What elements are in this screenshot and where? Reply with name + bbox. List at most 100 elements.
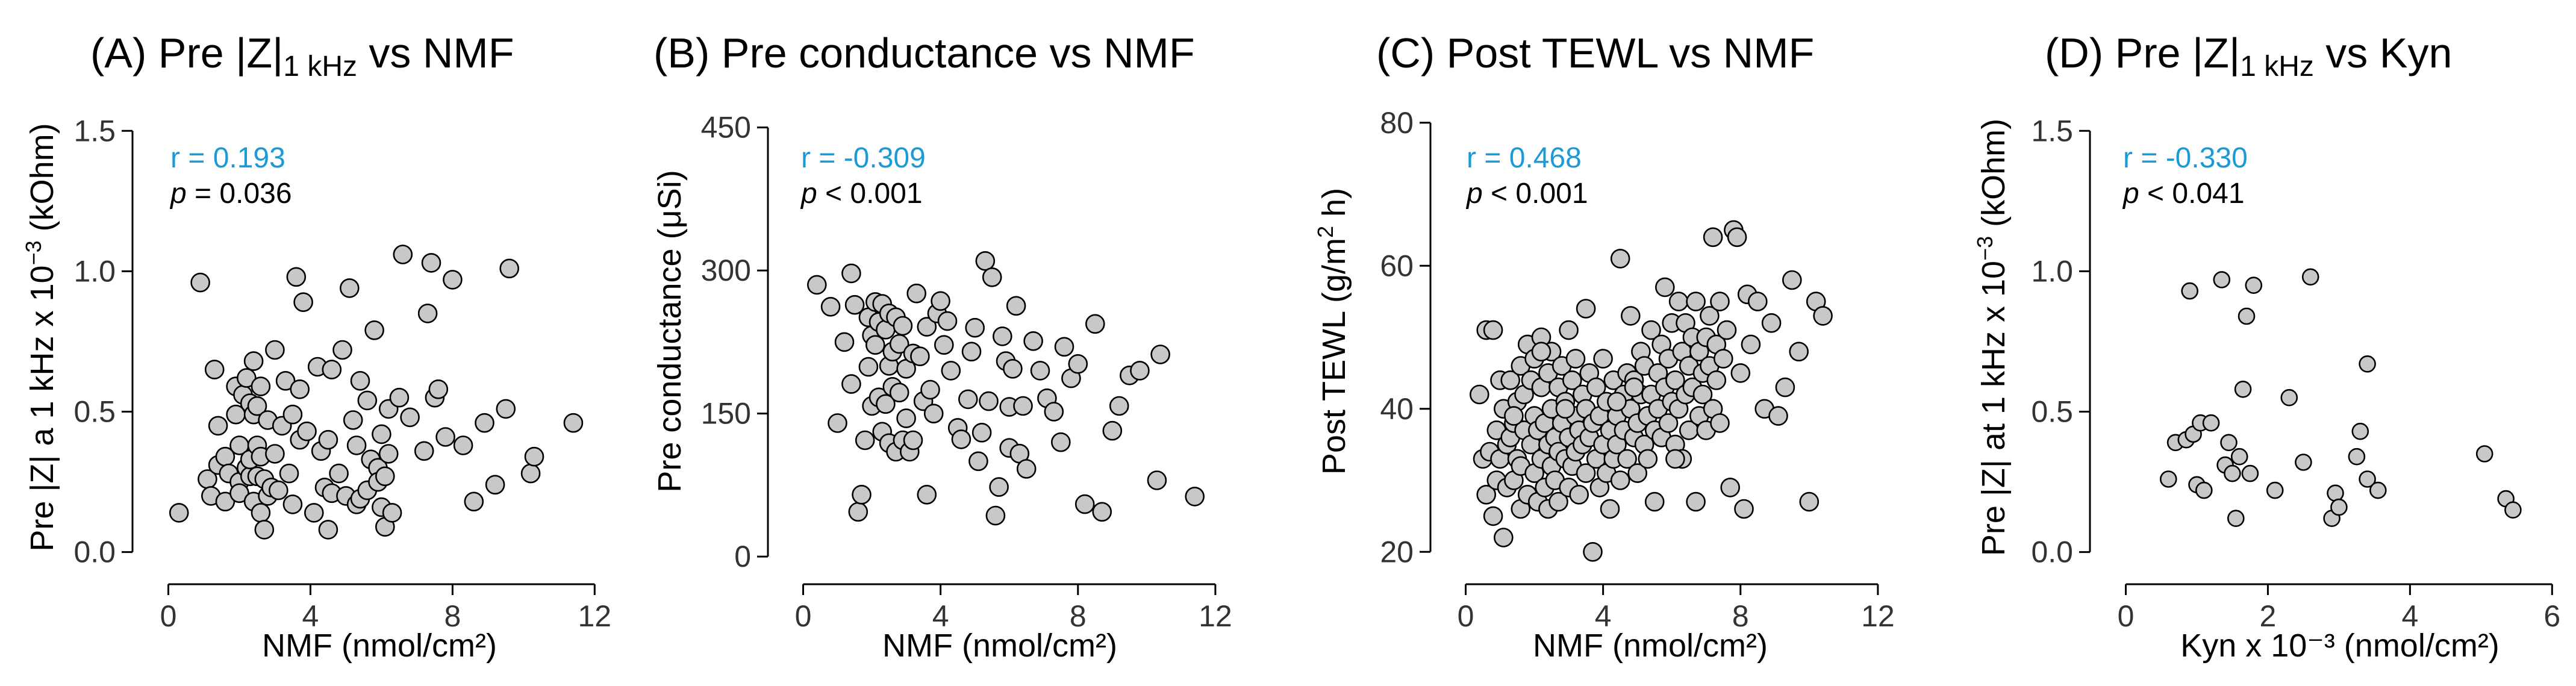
panel-d-y-tick-label: 1.0	[2031, 254, 2073, 288]
data-point	[858, 357, 879, 377]
data-point	[400, 407, 420, 428]
data-point	[1500, 370, 1520, 390]
panel-c-x-tick-label: 0	[1458, 599, 1474, 633]
data-point	[254, 520, 275, 540]
data-point	[917, 484, 937, 505]
panel-b-y-tick-label: 0	[734, 540, 751, 573]
data-point	[2330, 498, 2348, 516]
data-point	[1775, 377, 1795, 398]
data-point	[1621, 306, 1641, 326]
panel-a-x-tick-label: 8	[444, 599, 461, 633]
data-point	[1147, 470, 1167, 490]
panel-b-title: (B) Pre conductance vs NMF	[653, 30, 1195, 76]
panel-d-p-symbol: p	[2122, 178, 2139, 210]
data-point	[1665, 449, 1685, 469]
data-point	[2351, 422, 2369, 440]
data-point	[841, 263, 861, 284]
panel-a-p-symbol: p	[169, 178, 187, 210]
data-point	[2241, 464, 2259, 482]
data-point	[1686, 292, 1706, 311]
panel-a-title-main: Pre |Z|	[158, 30, 284, 76]
panel-d-y-tick-label: 0.5	[2031, 395, 2073, 429]
data-point	[1610, 249, 1630, 269]
data-point	[1494, 528, 1514, 547]
data-point	[1593, 349, 1613, 369]
data-point	[1068, 354, 1088, 374]
panel-b-x-tick-label: 12	[1199, 599, 1232, 633]
panel-c-x-tick-label: 12	[1861, 599, 1895, 633]
data-point	[1085, 314, 1105, 334]
data-point	[393, 245, 413, 264]
data-point	[1074, 494, 1095, 514]
panel-d-xlabel: Kyn x 10⁻³ (nmol/cm²)	[2180, 628, 2500, 664]
data-point	[1559, 320, 1579, 340]
data-point	[357, 390, 378, 411]
data-point	[971, 422, 992, 443]
panel-a-x-tick-label: 0	[160, 599, 177, 633]
data-point	[975, 251, 996, 271]
data-point	[1576, 299, 1596, 319]
panel-c-x-tick-label: 4	[1595, 599, 1612, 633]
data-point	[1109, 396, 1129, 416]
data-point	[208, 416, 228, 436]
panel-c-ylabel-tail: h)	[1316, 188, 1352, 226]
data-point	[1714, 349, 1733, 369]
panel-c-xlabel: NMF (nmol/cm²)	[1533, 628, 1768, 664]
panel-c-points	[1470, 220, 1833, 562]
panel-c-ylabel-sup: 2	[1313, 226, 1338, 238]
panel-a-x-tick-label: 12	[578, 599, 611, 633]
panel-c-title: (C) Post TEWL vs NMF	[1376, 30, 1814, 76]
panel-c-y-tick-label: 80	[1380, 106, 1414, 140]
data-point	[965, 317, 985, 338]
data-point	[834, 332, 855, 352]
panel-a-ylabel-sup: −3	[21, 240, 46, 265]
data-point	[243, 351, 264, 371]
data-point	[346, 435, 367, 455]
data-point	[1710, 413, 1730, 433]
panel-c-letter: (C)	[1376, 30, 1435, 76]
data-point	[524, 446, 544, 467]
data-point	[1044, 402, 1064, 422]
data-point	[1655, 277, 1675, 298]
panel-b-p-symbol: p	[800, 178, 817, 210]
panel-a-p-value: p = 0.036	[169, 178, 292, 210]
data-point	[979, 391, 999, 411]
panel-c-y-tick-label: 60	[1380, 249, 1414, 282]
panel-d-title-main: Pre |Z|	[2115, 30, 2241, 76]
panel-c-title-main: Post TEWL vs NMF	[1447, 30, 1815, 76]
data-point	[520, 463, 541, 484]
data-point	[563, 413, 584, 433]
panel-d: (D) Pre |Z|1 kHz vs Kyn Pre |Z| at 1 kHz…	[1973, 30, 2560, 664]
data-point	[1130, 361, 1150, 381]
data-point	[1720, 478, 1740, 497]
panel-b-p-number: < 0.001	[817, 178, 923, 210]
data-point	[382, 503, 402, 523]
data-point	[1150, 345, 1170, 364]
data-point	[318, 520, 338, 540]
data-point	[968, 451, 988, 472]
data-point	[339, 278, 360, 298]
data-point	[1600, 499, 1620, 519]
data-point	[435, 427, 455, 447]
panel-c-ylabel: Post TEWL (g/m2 h)	[1313, 188, 1352, 475]
data-point	[389, 387, 410, 408]
data-point	[1016, 459, 1037, 479]
panel-a-y-tick-label: 1.5	[73, 114, 116, 148]
panel-d-letter: (D)	[2045, 30, 2103, 76]
data-point	[1734, 499, 1754, 519]
data-point	[1710, 292, 1730, 311]
data-point	[1003, 358, 1023, 379]
panel-b-ylabel: Pre conductance (μSi)	[652, 170, 688, 492]
data-point	[375, 466, 395, 487]
data-point	[282, 494, 303, 514]
panel-d-title-tail: vs Kyn	[2314, 30, 2453, 76]
data-point	[364, 320, 384, 340]
data-point	[920, 379, 940, 400]
data-point	[322, 360, 342, 379]
panel-d-x-tick-label: 4	[2401, 599, 2418, 633]
data-point	[1686, 491, 1706, 512]
data-point	[169, 503, 189, 523]
data-point	[2359, 470, 2376, 488]
data-point	[2266, 481, 2284, 499]
panel-d-ylabel-sup: −3	[1973, 236, 1997, 261]
